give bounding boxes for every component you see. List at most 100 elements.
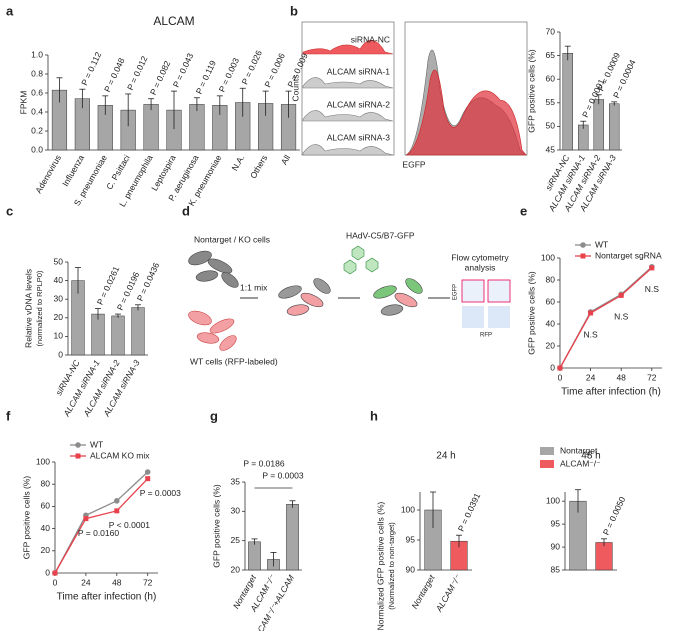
y-tick-label: 40 (546, 318, 556, 328)
hist-sample: ALCAM siRNA-1 (327, 66, 391, 76)
annotation: P = 0.003 (217, 56, 242, 94)
hist-sample: ALCAM siRNA-2 (327, 99, 391, 109)
annotation: P = 0.119 (194, 59, 218, 96)
hist-3 (302, 144, 394, 156)
label: Nontarget / KO cells (194, 234, 270, 244)
y-tick-label: 50 (54, 256, 64, 266)
y-tick-label: 95 (551, 518, 561, 528)
y-tick-label: 45 (546, 144, 556, 154)
label: 1:1 mix (240, 282, 268, 292)
bar (593, 99, 604, 151)
annotation: P = 0.112 (79, 50, 103, 87)
annotation: P < 0.0001 (109, 520, 150, 530)
y-axis-label: GFP positive cells (%) (526, 271, 536, 355)
legend-swatch (540, 447, 554, 455)
marker (114, 498, 120, 504)
chart-title: 48 h (581, 451, 600, 462)
bar (111, 315, 125, 356)
y-axis-label: FPKM (18, 91, 28, 115)
y-tick-label: 100 (401, 504, 415, 514)
y-tick-label: 85 (551, 564, 561, 574)
legend-marker (75, 453, 81, 459)
y-tick-label: 25 (231, 535, 241, 545)
legend-label: Nontarget sgRNA (595, 250, 662, 260)
label: HAdV-C5/B7-GFP (346, 230, 415, 240)
series-line (54, 471, 149, 574)
series-line (54, 478, 149, 574)
marker (144, 469, 151, 475)
legend-marker (580, 253, 586, 259)
ko-cells (188, 250, 239, 288)
y-tick-label: 65 (546, 50, 556, 60)
y-axis-label: Normalized GFP positive cells (%) (375, 501, 385, 630)
legend-label: WT (90, 439, 103, 449)
bar (609, 103, 620, 151)
annotation: P = 0.0003 (140, 488, 181, 498)
legend-label: ALCAM KO mix (90, 450, 150, 460)
y-tick-label: 80 (546, 274, 556, 284)
flow-plot (461, 279, 511, 328)
x-tick-label: Others (248, 153, 269, 180)
x-tick-label: 24 (81, 577, 91, 587)
x-tick-label: 72 (647, 372, 657, 382)
y-tick-label: 60 (546, 73, 556, 83)
chart-title: 24 h (436, 451, 455, 462)
annotation: N.S (584, 329, 599, 339)
overlay-red (405, 69, 527, 156)
panel-label: d (182, 203, 190, 218)
label: WT cells (RFP-labeled) (190, 356, 278, 366)
marker (83, 516, 89, 522)
annotation: P = 0.043 (171, 51, 196, 89)
bar (286, 504, 299, 571)
panel-label: e (520, 203, 527, 218)
y-tick-label: 60 (546, 296, 556, 306)
annotation: N.S (614, 312, 629, 322)
y-tick-label: 40 (54, 275, 64, 285)
x-axis-label: Time after infection (h) (561, 387, 661, 398)
y-tick-label: 40 (41, 523, 51, 533)
annotation: P = 0.0160 (78, 528, 119, 538)
mixed-cells (278, 278, 331, 316)
annotation: P = 0.0186 (243, 458, 284, 468)
y-tick-label: 30 (231, 506, 241, 516)
schematic: Nontarget / KO cells WT cells (RFP-label… (188, 230, 511, 366)
hist-nc (302, 39, 394, 55)
y-tick-label: 10 (54, 331, 64, 341)
y-tick-label: 0.2 (31, 125, 43, 135)
y-tick-label: 0.8 (31, 68, 43, 78)
hist-sample: siRNA-NC (351, 34, 390, 44)
legend-marker (75, 442, 81, 448)
annotation: P = 0.012 (125, 54, 150, 92)
x-tick-label: 72 (143, 577, 153, 587)
x-tick-label: ALCAM⁻/⁻ (433, 572, 463, 614)
y-tick-label: 20 (41, 545, 51, 555)
x-tick-label: 24 (586, 372, 596, 382)
label: analysis (465, 262, 496, 272)
label: RFP (480, 333, 492, 339)
x-tick-label: All (279, 153, 292, 166)
bar (562, 52, 573, 151)
marker (649, 265, 655, 271)
infected-cells (373, 278, 423, 316)
y-tick-label: 60 (41, 501, 51, 511)
y-tick-label: 0.0 (31, 144, 43, 154)
y-tick-label: 20 (231, 564, 241, 574)
y-tick-label: 30 (54, 293, 64, 303)
bar (248, 541, 261, 571)
x-tick-label: 48 (616, 372, 626, 382)
annotation: P = 0.0003 (262, 470, 303, 480)
marker (588, 310, 594, 316)
y-tick-label: 20 (546, 340, 556, 350)
y-tick-label: 0 (58, 349, 63, 359)
y-tick-label: 0 (550, 362, 555, 372)
y-tick-label: 1.0 (31, 49, 43, 59)
legend-swatch (540, 460, 554, 468)
y-axis-label: (normalized to RPLP0) (35, 270, 44, 346)
annotation: P = 0.0391 (456, 491, 483, 533)
virus (343, 245, 379, 275)
bar (91, 313, 105, 356)
x-tick-label: 48 (112, 577, 122, 587)
panel-label: c (6, 203, 13, 218)
y-tick-label: 0.6 (31, 87, 43, 97)
